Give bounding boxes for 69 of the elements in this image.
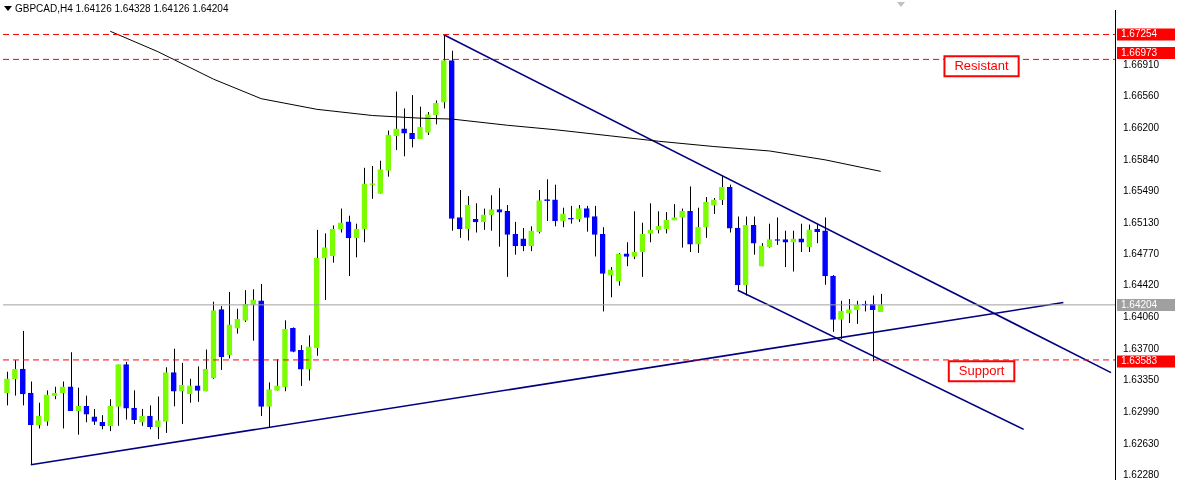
candlestick xyxy=(425,111,431,136)
candlestick xyxy=(234,308,241,335)
candlestick xyxy=(242,289,249,323)
candlestick xyxy=(623,241,630,267)
y-tick-label: 1.64420 xyxy=(1123,279,1160,291)
candlestick xyxy=(155,396,161,440)
candlestick xyxy=(12,359,18,397)
candlestick xyxy=(321,232,328,301)
candlestick xyxy=(703,196,709,239)
y-tick-label: 1.66560 xyxy=(1123,89,1160,101)
candlestick xyxy=(266,381,272,429)
candlestick xyxy=(298,344,304,387)
candlestick xyxy=(433,99,439,125)
candlestick xyxy=(131,389,137,425)
y-tick-label: 1.64770 xyxy=(1123,248,1160,260)
candlestick xyxy=(170,348,177,407)
candlestick xyxy=(854,300,860,325)
candlestick xyxy=(456,189,463,239)
candlestick xyxy=(417,106,423,140)
candlestick xyxy=(178,362,185,425)
candlestick xyxy=(393,91,399,151)
candlestick xyxy=(790,230,797,273)
candlestick xyxy=(520,227,527,252)
candlestick xyxy=(552,184,558,227)
y-tick-label: 1.62280 xyxy=(1123,469,1160,481)
y-tick-label: 1.65490 xyxy=(1123,184,1160,196)
y-tick-label: 1.62630 xyxy=(1123,438,1160,450)
candlestick xyxy=(107,398,114,432)
annotation: Support xyxy=(958,362,1005,378)
ref-line-label: 1.64204 xyxy=(1121,298,1158,310)
candlestick xyxy=(147,404,153,430)
y-tick-label: 1.65130 xyxy=(1123,216,1160,228)
y-tick-label: 1.62990 xyxy=(1123,406,1160,418)
candlestick xyxy=(250,288,257,342)
candlestick xyxy=(591,205,598,257)
y-tick-label: 1.63700 xyxy=(1123,343,1160,355)
candlestick xyxy=(528,225,535,252)
candlestick xyxy=(512,221,519,256)
candlestick xyxy=(719,175,725,206)
candlestick xyxy=(377,160,384,195)
candlestick xyxy=(838,300,844,340)
candlestick xyxy=(846,298,852,324)
y-tick-label: 1.63350 xyxy=(1123,374,1160,386)
candlestick xyxy=(663,211,670,234)
chart-title: GBPCAD,H4 1.64126 1.64328 1.64126 1.64204 xyxy=(15,3,229,14)
ref-line-label: 1.66973 xyxy=(1121,46,1158,58)
candlestick xyxy=(583,205,590,233)
candlestick xyxy=(560,207,566,228)
candlestick xyxy=(290,326,296,353)
candlestick xyxy=(4,371,10,406)
ref-line-label: 1.67254 xyxy=(1121,28,1158,40)
candlestick xyxy=(695,207,701,254)
candlestick xyxy=(798,223,805,253)
y-tick-label: 1.65840 xyxy=(1123,153,1160,165)
annotation: Resistant xyxy=(954,57,1010,73)
candlestick xyxy=(20,330,26,406)
candlestick xyxy=(679,208,685,249)
candlestick xyxy=(35,402,42,429)
y-tick-label: 1.64060 xyxy=(1123,311,1160,323)
candlestick xyxy=(409,94,415,148)
candlestick xyxy=(401,107,407,157)
candlestick xyxy=(806,224,813,253)
y-tick-label: 1.66910 xyxy=(1123,58,1160,70)
candlestick xyxy=(655,210,662,234)
y-tick-label: 1.66200 xyxy=(1123,121,1160,133)
ref-line-label: 1.63583 xyxy=(1121,355,1158,367)
candlestick xyxy=(305,334,312,382)
candlestick xyxy=(782,230,789,268)
candlestick xyxy=(274,358,280,391)
